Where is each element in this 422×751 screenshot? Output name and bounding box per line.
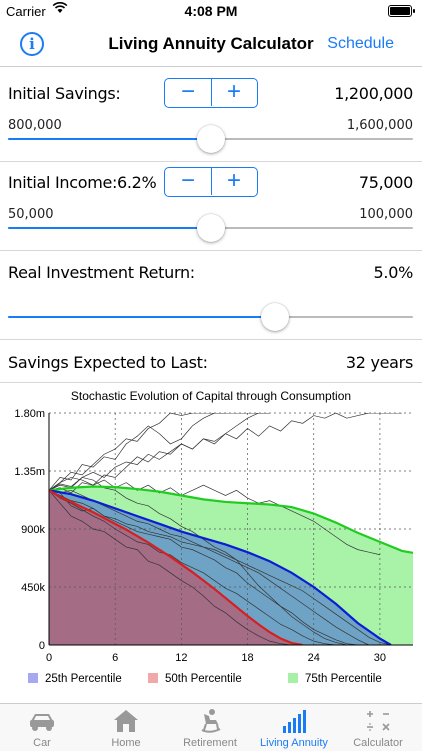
x-tick-label: 0	[46, 652, 52, 664]
line-75th-percentile	[49, 485, 413, 554]
return-value: 5.0%	[373, 263, 414, 282]
status-time: 4:08 PM	[184, 3, 238, 19]
x-tick-label: 24	[308, 652, 320, 664]
y-tick-label: 1.80m	[14, 408, 45, 420]
savings-min-label: 800,000	[8, 118, 62, 133]
schedule-button[interactable]: Schedule	[327, 35, 394, 52]
x-tick-label: 30	[374, 652, 386, 664]
y-tick-label: 900k	[21, 524, 45, 536]
savings-stepper: − +	[164, 78, 258, 108]
income-increment-button[interactable]: +	[226, 167, 241, 194]
page-title: Living Annuity Calculator	[108, 34, 314, 53]
tab-home-label: Home	[111, 737, 141, 749]
return-slider-thumb[interactable]	[261, 303, 290, 331]
tab-calculator-label: Calculator	[353, 737, 403, 749]
tab-living-annuity[interactable]: Living Annuity	[252, 704, 336, 751]
return-slider[interactable]	[8, 303, 413, 331]
calculator-icon	[336, 708, 420, 734]
navigation-bar: i Living Annuity Calculator Schedule	[0, 22, 422, 67]
home-icon	[84, 708, 168, 734]
sample-path-9	[49, 477, 380, 556]
battery-icon	[388, 5, 415, 17]
income-slider-thumb[interactable]	[196, 214, 225, 242]
x-tick-label: 18	[241, 652, 253, 664]
legend-label-0: 25th Percentile	[45, 673, 122, 685]
savings-slider-thumb[interactable]	[196, 125, 225, 153]
sample-path-7	[49, 413, 402, 491]
capital-evolution-chart: Stochastic Evolution of Capital through …	[0, 383, 422, 703]
x-tick-label: 12	[175, 652, 187, 664]
line-25th-percentile	[49, 489, 303, 645]
savings-slider[interactable]	[8, 125, 413, 153]
savings-increment-button[interactable]: +	[226, 78, 241, 105]
expected-value: 32 years	[345, 353, 413, 372]
income-min-label: 50,000	[8, 207, 54, 222]
tab-bar: Car Home Retirement Living Annuity Calcu…	[0, 703, 422, 751]
status-bar: Carrier 4:08 PM	[0, 0, 422, 22]
tab-car[interactable]: Car	[0, 704, 84, 751]
sample-path-1	[49, 490, 336, 645]
income-max-label: 100,000	[359, 207, 413, 222]
car-icon	[0, 708, 84, 734]
income-slider[interactable]	[8, 214, 413, 242]
tab-living-annuity-label: Living Annuity	[260, 737, 328, 749]
wifi-icon	[52, 2, 68, 17]
legend-label-2: 75th Percentile	[305, 673, 382, 685]
income-label: Initial Income:	[8, 173, 118, 192]
income-value: 75,000	[358, 173, 413, 192]
savings-decrement-button[interactable]: −	[165, 79, 212, 106]
tab-retirement-label: Retirement	[183, 737, 237, 749]
tab-retirement[interactable]: Retirement	[168, 704, 252, 751]
line-50th-percentile	[49, 489, 392, 645]
legend-label-1: 50th Percentile	[165, 673, 242, 685]
income-rate: 6.2%	[117, 173, 157, 192]
rocking-chair-icon	[168, 708, 252, 734]
sample-path-6	[49, 413, 226, 491]
tab-car-label: Car	[33, 737, 51, 749]
savings-label: Initial Savings:	[8, 84, 121, 103]
sample-path-10	[49, 489, 392, 645]
legend-swatch-0	[28, 673, 38, 683]
sample-path-5	[49, 413, 270, 491]
chart-title: Stochastic Evolution of Capital through …	[71, 389, 351, 403]
y-tick-label: 1.35m	[14, 466, 45, 478]
bar-chart-icon	[252, 708, 336, 734]
sample-path-8	[49, 413, 270, 494]
income-decrement-button[interactable]: −	[165, 168, 212, 195]
carrier-label: Carrier	[6, 4, 46, 19]
chart-svg: Stochastic Evolution of Capital through …	[14, 389, 413, 685]
y-tick-label: 0	[39, 640, 45, 652]
area-25th-percentile	[49, 490, 303, 645]
return-label: Real Investment Return:	[8, 263, 195, 282]
expected-label: Savings Expected to Last:	[8, 353, 208, 372]
savings-max-label: 1,600,000	[346, 118, 413, 133]
legend-swatch-1	[148, 673, 158, 683]
sample-path-0	[49, 490, 303, 645]
info-button[interactable]: i	[20, 32, 44, 56]
tab-home[interactable]: Home	[84, 704, 168, 751]
x-tick-label: 6	[112, 652, 118, 664]
y-tick-label: 450k	[21, 582, 45, 594]
savings-value: 1,200,000	[334, 84, 413, 103]
sample-path-3	[49, 490, 370, 645]
tab-calculator[interactable]: Calculator	[336, 704, 420, 751]
legend-swatch-2	[288, 673, 298, 683]
income-stepper: − +	[164, 167, 258, 197]
